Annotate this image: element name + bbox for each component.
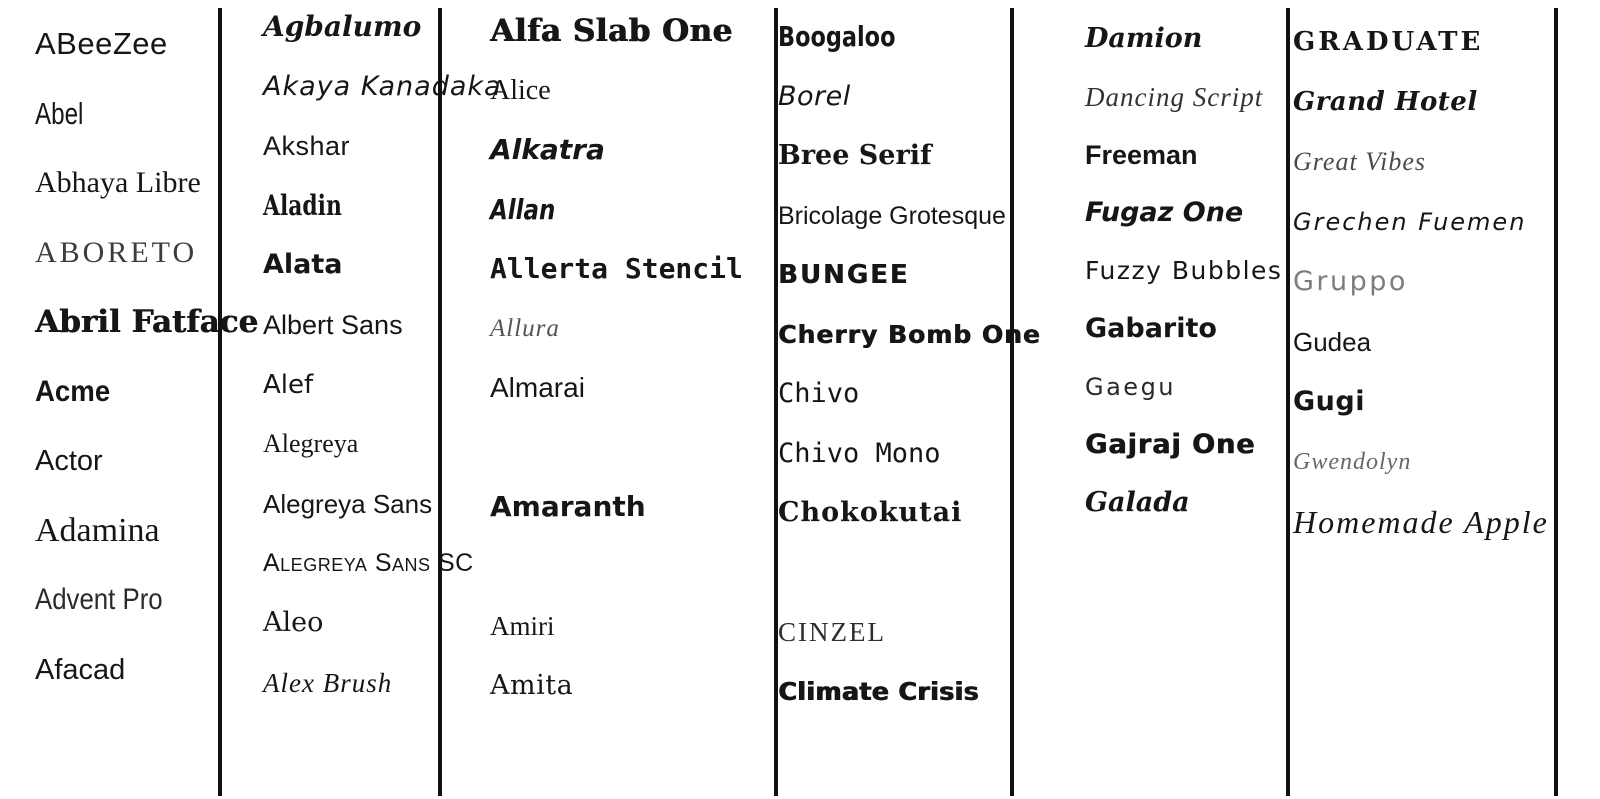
font-name-aboreto: ABORETO — [35, 235, 198, 269]
font-name-afacad: Afacad — [35, 653, 126, 686]
font-name-cinzel: CINZEL — [778, 617, 886, 647]
font-name-alegreya-sans: Alegreya Sans — [263, 488, 433, 519]
column-divider — [1010, 8, 1014, 796]
font-name-galada: Galada — [1085, 487, 1190, 518]
font-name-abhaya-libre: Abhaya Libre — [35, 166, 201, 199]
font-name-aleo: Aleo — [263, 607, 324, 638]
font-name-damion: Damion — [1085, 23, 1203, 54]
column-divider — [438, 8, 442, 796]
font-name-boogaloo: Boogaloo — [778, 20, 896, 53]
column-divider — [774, 8, 778, 796]
font-name-borel: Borel — [778, 80, 851, 112]
font-name-allura: Allura — [490, 314, 560, 342]
font-name-alex-brush: Alex Brush — [263, 667, 393, 698]
font-name-adamina: Adamina — [35, 511, 160, 549]
font-name-actor: Actor — [35, 445, 103, 477]
font-name-homemade-apple: Homemade Apple — [1293, 504, 1549, 540]
font-name-fugaz-one: Fugaz One — [1085, 197, 1244, 228]
font-name-bungee: BUNGEE — [778, 260, 910, 290]
font-name-advent-pro: Advent Pro — [35, 583, 163, 616]
font-name-graduate: GRADUATE — [1293, 27, 1484, 57]
font-name-alkatra: Alkatra — [490, 133, 605, 166]
font-name-gruppo: Gruppo — [1293, 266, 1408, 297]
font-name-bree-serif: Bree Serif — [778, 140, 932, 171]
font-name-amaranth: Amaranth — [490, 490, 646, 523]
font-name-climate-crisis: Climate Crisis — [778, 676, 979, 706]
font-name-gabarito: Gabarito — [1085, 313, 1217, 344]
font-name-gugi: Gugi — [1293, 386, 1365, 417]
font-name-abel: Abel — [35, 95, 84, 131]
font-name-chivo: Chivo — [778, 378, 860, 409]
font-name-grechen-fuemen: Grechen Fuemen — [1293, 208, 1527, 236]
font-name-gaegu: Gaegu — [1085, 373, 1177, 401]
font-name-cherry-bomb-one: Cherry Bomb One — [778, 319, 1041, 349]
font-name-akaya-kanadaka: Akaya Kanadaka — [263, 70, 502, 102]
font-name-akshar: Akshar — [263, 131, 351, 162]
font-name-abril-fatface: Abril Fatface — [35, 304, 259, 340]
font-name-gwendolyn: Gwendolyn — [1293, 449, 1412, 475]
font-name-agbalumo: Agbalumo — [263, 10, 422, 43]
font-name-alegreya: Alegreya — [263, 429, 359, 459]
font-name-freeman: Freeman — [1085, 140, 1198, 170]
font-name-fuzzy-bubbles: Fuzzy Bubbles — [1085, 256, 1283, 285]
font-name-albert-sans: Albert Sans — [263, 310, 403, 340]
column-divider — [1286, 8, 1290, 796]
font-name-chivo-mono: Chivo Mono — [778, 437, 941, 469]
font-name-allan: Allan — [490, 192, 556, 226]
font-name-alice: Alice — [490, 74, 551, 106]
font-name-alef: Alef — [263, 369, 314, 400]
font-name-amiri: Amiri — [490, 611, 555, 641]
font-name-alata: Alata — [263, 249, 343, 281]
font-name-grand-hotel: Grand Hotel — [1293, 87, 1478, 117]
font-name-amita: Amita — [490, 669, 574, 701]
font-name-aladin: Aladin — [263, 188, 342, 222]
font-name-alfa-slab-one: Alfa Slab One — [490, 13, 733, 49]
font-name-acme: Acme — [35, 374, 111, 408]
font-name-chokokutai: Chokokutai — [778, 497, 963, 528]
font-name-gudea: Gudea — [1293, 327, 1372, 357]
column-divider — [1554, 8, 1558, 796]
font-name-almarai: Almarai — [490, 372, 585, 403]
font-name-bricolage-grotesque: Bricolage Grotesque — [778, 201, 1006, 230]
font-name-dancing-script: Dancing Script — [1085, 82, 1264, 112]
font-name-gajraj-one: Gajraj One — [1085, 429, 1256, 460]
font-name-great-vibes: Great Vibes — [1293, 147, 1427, 176]
column-divider — [218, 8, 222, 796]
font-name-allerta-stencil: Allerta Stencil — [490, 252, 743, 285]
font-name-alegreya-sans-sc: Alegreya Sans SC — [263, 549, 474, 578]
font-name-abeezee: ABeeZee — [35, 26, 168, 61]
